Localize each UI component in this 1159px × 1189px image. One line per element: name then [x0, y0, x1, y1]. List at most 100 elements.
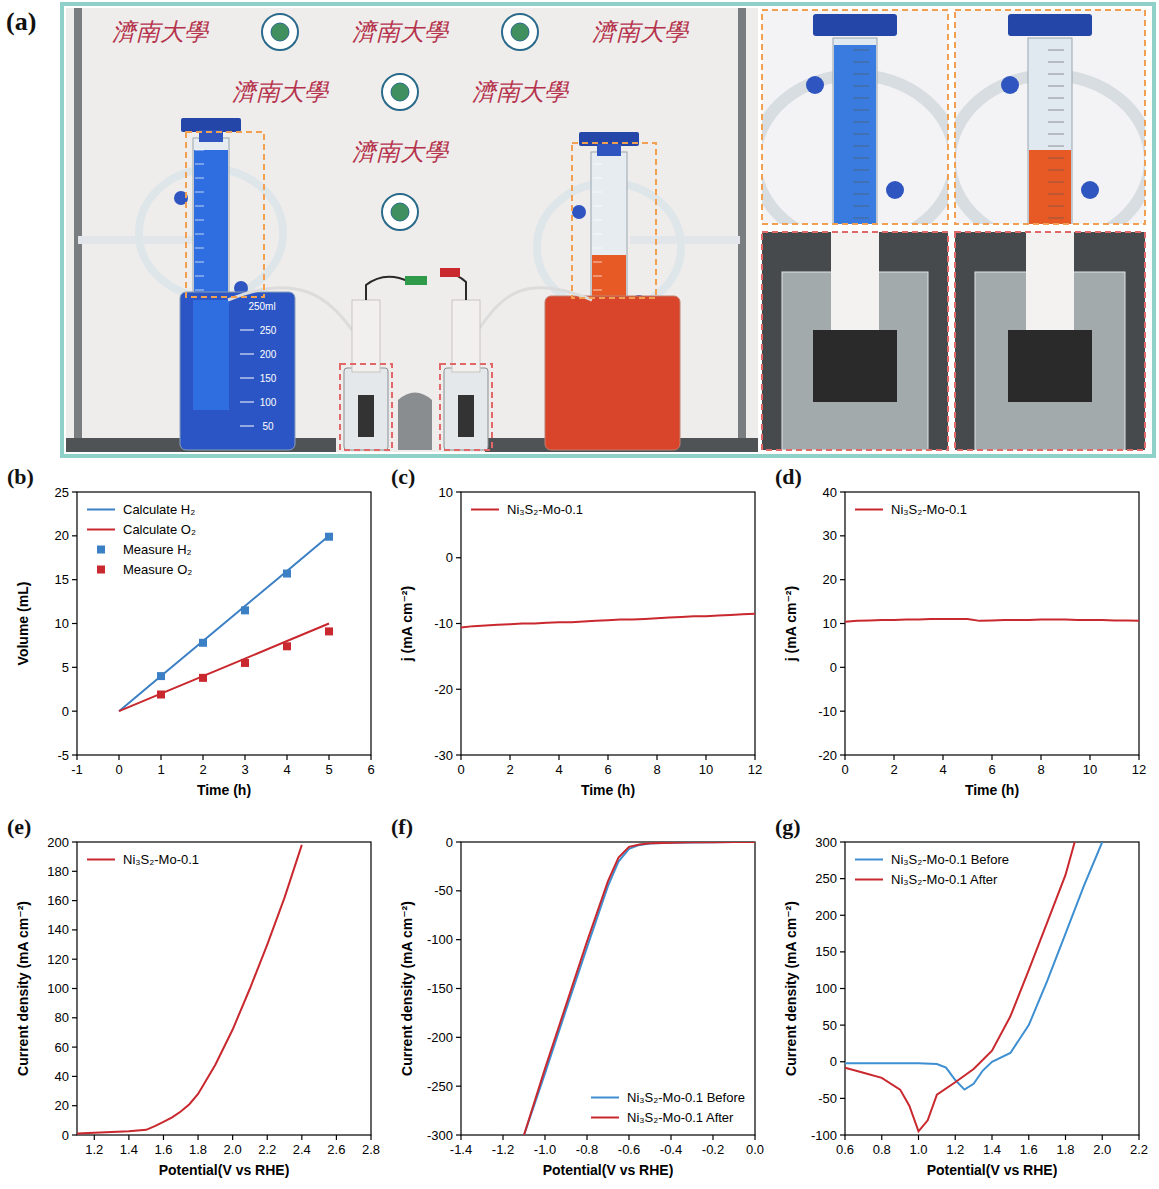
y-tick [456, 939, 461, 940]
y-tick-label: -250 [427, 1079, 453, 1094]
electrode [358, 395, 374, 437]
x-tick [893, 755, 894, 760]
x-tick-label: 2.2 [258, 1142, 276, 1157]
cylinder-in-beaker [193, 300, 229, 410]
x-tick-label: 1.4 [120, 1142, 138, 1157]
x-tick-label: 4 [939, 762, 946, 777]
x-axis-title: Potential(V vs RHE) [159, 1162, 290, 1178]
x-tick [844, 1135, 845, 1140]
graduation [1048, 146, 1064, 147]
x-tick-label: 2.6 [327, 1142, 345, 1157]
clamp-arm [630, 236, 740, 244]
y-tick-label: 100 [815, 981, 837, 996]
x-tick-label: 8 [653, 762, 660, 777]
graduation [853, 158, 869, 159]
plot-frame [845, 492, 1139, 755]
graduation [1048, 98, 1064, 99]
graduation [853, 218, 869, 219]
graduation [853, 206, 869, 207]
x-tick-label: 1.4 [983, 1142, 1001, 1157]
y-tick-label: 120 [47, 952, 69, 967]
y-tick-label: -300 [427, 1128, 453, 1143]
beaker-text: 250 [260, 325, 277, 336]
chart-panel: (d)024681012-20-10010203040Time (h)j (mA… [775, 464, 1146, 798]
y-tick-label: 0 [830, 660, 837, 675]
x-tick [370, 1135, 371, 1140]
x-tick [128, 1135, 129, 1140]
plot-data [461, 614, 755, 628]
electrode-holder [831, 232, 879, 330]
stand-rod [738, 8, 746, 452]
y-tick [72, 841, 77, 842]
legend-swatch [855, 859, 883, 861]
x-tick [607, 755, 608, 760]
x-tick-label: 4 [555, 762, 562, 777]
legend-swatch [87, 859, 115, 861]
backdrop-text: 濟南大學 [232, 79, 330, 105]
panel-label: (b) [7, 464, 34, 489]
x-tick [670, 1135, 671, 1140]
graduation [853, 74, 869, 75]
x-tick-label: -0.6 [618, 1142, 640, 1157]
electrode-holder [1026, 232, 1074, 330]
y-tick-label: -5 [57, 748, 69, 763]
x-tick-label: 6 [367, 762, 374, 777]
y-tick-label: 30 [823, 528, 837, 543]
x-tick-label: 4 [283, 762, 290, 777]
y-tick [72, 1134, 77, 1135]
highlight [440, 364, 492, 450]
series-line [524, 842, 755, 1135]
x-axis-title: Potential(V vs RHE) [543, 1162, 674, 1178]
legend-label: Calculate O₂ [123, 522, 196, 537]
y-tick-label: -10 [818, 704, 837, 719]
x-tick [1102, 1135, 1103, 1140]
y-tick [456, 491, 461, 492]
chart-panel: (e)1.21.41.61.82.02.22.42.62.80204060801… [7, 814, 380, 1178]
y-tick-label: 0 [446, 550, 453, 565]
x-tick-label: 0.8 [873, 1142, 891, 1157]
graduation [593, 220, 602, 221]
x-tick [628, 1135, 629, 1140]
beaker-text: 100 [260, 397, 277, 408]
logo [382, 194, 418, 230]
x-tick [544, 1135, 545, 1140]
graduation [195, 206, 204, 207]
marker [199, 639, 207, 647]
beaker-grad [240, 378, 254, 379]
panel-label: (f) [391, 814, 413, 839]
x-tick [163, 1135, 164, 1140]
cylinder-liquid [1029, 150, 1071, 224]
x-tick [301, 1135, 302, 1140]
plot-frame [461, 492, 755, 755]
clip-green [405, 276, 427, 285]
y-tick-label: 50 [823, 1018, 837, 1033]
x-tick-label: 12 [748, 762, 762, 777]
y-tick-label: 200 [815, 908, 837, 923]
graduation [1048, 134, 1064, 135]
x-tick [76, 755, 77, 760]
y-tick-label: -100 [811, 1128, 837, 1143]
y-tick-label: -200 [427, 1030, 453, 1045]
y-tick [840, 754, 845, 755]
beaker [180, 292, 295, 450]
x-tick [586, 1135, 587, 1140]
legend-label: Ni₃S₂-Mo-0.1 Before [627, 1090, 745, 1105]
x-tick-label: 2.4 [293, 1142, 311, 1157]
x-tick-label: 1.0 [909, 1142, 927, 1157]
x-tick-label: 2 [199, 762, 206, 777]
legend-swatch [97, 546, 105, 554]
x-tick [267, 1135, 268, 1140]
x-tick [509, 755, 510, 760]
photo-frame [62, 4, 1154, 456]
chart-panel: (b)-10123456-50510152025Time (h)Volume (… [7, 464, 375, 798]
tube [478, 288, 592, 330]
graduation [853, 122, 869, 123]
x-tick [232, 1135, 233, 1140]
knob [886, 181, 904, 199]
y-tick-label: 150 [815, 944, 837, 959]
y-tick [72, 959, 77, 960]
x-tick [991, 1135, 992, 1140]
x-tick [705, 755, 706, 760]
series-line [461, 614, 755, 628]
y-axis-title: Volume (mL) [15, 582, 31, 666]
